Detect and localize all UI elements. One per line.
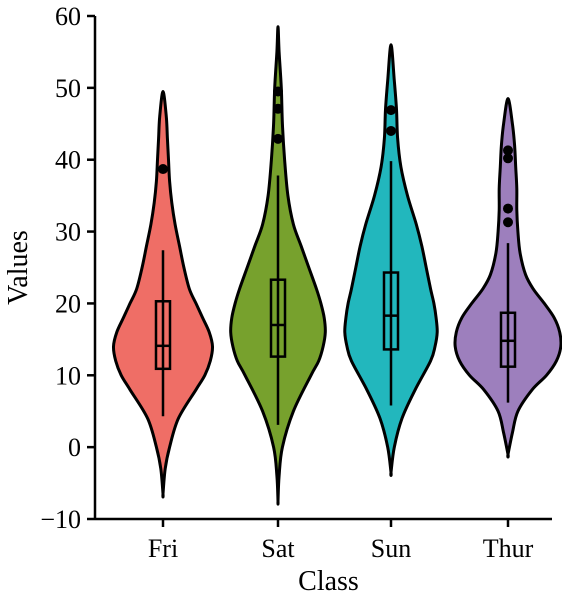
y-tick-label: 0 — [68, 433, 81, 462]
y-tick-label: 50 — [55, 74, 81, 103]
axes — [93, 16, 552, 521]
violin-thur — [453, 97, 562, 459]
x-axis-title: Class — [298, 566, 359, 597]
x-ticks: Fri Sat Sun Thur — [148, 519, 534, 563]
y-tick-label: 60 — [55, 2, 81, 31]
y-axis-title: Values — [3, 230, 34, 305]
outlier-point — [273, 86, 283, 97]
outlier-point — [273, 133, 283, 144]
violin-fri — [111, 89, 215, 499]
outlier-point — [273, 103, 283, 114]
outlier-point — [503, 153, 513, 164]
plot-area — [111, 25, 562, 506]
x-tick-label: Thur — [483, 534, 534, 563]
y-tick-label: 40 — [55, 146, 81, 175]
x-tick-label: Sun — [371, 534, 411, 563]
y-ticks: −10 0 10 20 30 40 50 60 — [40, 2, 95, 534]
box — [154, 300, 172, 371]
y-tick-label: 20 — [55, 289, 81, 318]
y-tick-label: −10 — [40, 505, 81, 534]
x-tick-label: Fri — [148, 534, 178, 563]
outlier-point — [503, 145, 513, 156]
outlier-point — [503, 217, 513, 228]
y-tick-label: 10 — [55, 361, 81, 390]
x-tick-label: Sat — [261, 534, 295, 563]
box — [269, 278, 287, 358]
violin-sun — [343, 43, 439, 477]
outlier-point — [386, 125, 396, 136]
y-tick-label: 30 — [55, 218, 81, 247]
outlier-point — [386, 105, 396, 116]
outlier-point — [158, 164, 168, 175]
violin-sat — [229, 25, 327, 506]
box — [382, 271, 400, 351]
outlier-point — [503, 203, 513, 214]
